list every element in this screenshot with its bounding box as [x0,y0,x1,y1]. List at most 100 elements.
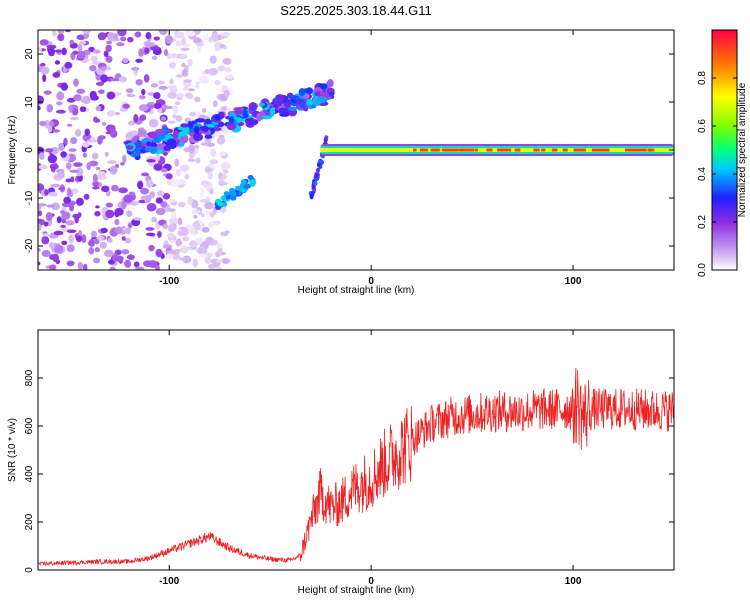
spectrogram-cell [46,104,53,113]
spectrogram-cell [134,266,145,270]
spectrogram-cell [243,184,250,190]
spectrogram-cell [111,184,119,192]
spectrogram-cell [52,129,60,133]
spectrogram-cell [61,47,67,56]
spectrogram-cell [75,129,82,137]
carrier-peak [474,148,478,152]
spectrogram-cell [216,136,226,145]
spectrogram-cell [90,136,96,143]
spectrogram-cell [81,234,87,243]
spectrogram-cell [125,145,134,150]
spectrogram-cell [269,107,276,116]
spectrogram-cell [100,74,108,83]
spectrogram-cell [155,197,163,204]
colorbar: 0.0 0.2 0.4 0.6 0.8 Normalized spectral ampl… [697,29,748,277]
spectrogram-cell [143,74,150,83]
spectrogram-cell [222,57,232,65]
spectrogram-cell [76,34,86,41]
spectrogram-cell [184,173,190,180]
spectrogram-cell [94,238,100,245]
spectrogram-cell [49,191,58,197]
spectrogram-cell [77,212,82,217]
spectrogram-cell [68,234,74,244]
carrier-peak [458,148,466,152]
spectrogram-cell [175,74,184,78]
y-tick-label: -20 [24,238,35,253]
spectrogram-cell [61,218,66,224]
spectrogram-cell [235,185,242,191]
spectrogram-cell [200,125,209,132]
spectrogram-cell [216,259,224,264]
spectrogram-cell [167,233,175,239]
spectrogram-cell [61,202,72,208]
snr-ylabel: SNR (10 * v/v) [7,418,18,482]
spectrogram-cell [289,95,296,100]
spectrogram-cell [170,53,178,59]
spectrogram-cell [220,106,227,111]
spectrogram-cell [139,114,147,121]
spectrogram-cell [220,32,231,37]
spectrogram-cell [146,158,156,163]
spectrogram-cell [204,201,214,210]
spectrogram-cell [50,183,61,188]
spectrogram-cell [82,141,90,148]
spectrogram-cell [50,146,60,155]
spectrogram-cell [41,249,51,258]
spectrogram-cell [100,66,107,71]
spectrogram-cell [194,118,206,123]
spectrogram-cell [97,89,105,94]
spectrogram-cell [145,179,154,188]
spectrogram-cell [247,174,254,180]
spectrogram-cell [162,223,168,230]
spectrogram-cell [224,67,232,73]
spectrogram-cell [75,167,84,177]
spectrogram-cell [221,258,231,264]
spectrogram-cell [153,103,162,109]
spectrogram-cell [225,230,230,234]
spectrogram-cell [92,173,98,183]
spectrogram-cell [171,114,177,119]
spectrogram-cell [200,213,205,218]
spectrogram-cell [69,116,80,121]
spectrogram-cell [191,209,201,214]
spectrogram-cell [193,132,203,141]
spectrogram-cell [172,130,179,139]
y-tick-label: 400 [24,465,35,482]
spectrogram-cell [101,185,110,193]
spectrogram-ylabel: Frequency (Hz) [7,116,18,185]
spectrogram-cell [72,50,79,55]
spectrogram-cell [145,232,156,237]
spectrogram-cell [46,44,57,50]
spectrogram-cell [134,148,141,157]
spectrogram-cell [153,163,163,171]
spectrogram-cell [144,47,150,55]
spectrogram-cell [234,109,244,115]
spectrogram-cell [90,230,97,238]
spectrogram-cell [256,112,262,122]
spectrogram-cell [163,48,169,56]
spectrogram-cell [177,184,184,189]
spectrogram-cell [165,253,174,259]
spectrogram-cell [74,214,79,224]
spectrogram-cell [77,43,83,53]
spectrogram-cell [174,101,181,106]
spectrogram-cell [71,108,79,116]
spectrogram-cell [97,135,106,140]
carrier-peak [541,148,546,152]
spectrogram-cell [56,91,65,101]
carrier-peak [533,148,539,152]
spectrogram-cell [70,137,78,145]
spectrogram-cell [57,30,65,34]
spectrogram-cell [210,258,219,264]
figure-title: S225.2025.303.18.44.G11 [280,3,432,18]
spectrogram-cell [179,257,189,261]
carrier-peak [577,148,582,152]
snr-xlabel: Height of straight line (km) [298,585,415,596]
spectrogram-cell [148,119,159,128]
spectrogram-cell [81,95,91,105]
spectrogram-cell [105,55,113,63]
spectrogram-cell [109,77,119,82]
spectrogram-cell [141,172,150,177]
spectrogram-cell [66,123,73,127]
spectrogram-cell [125,88,134,94]
